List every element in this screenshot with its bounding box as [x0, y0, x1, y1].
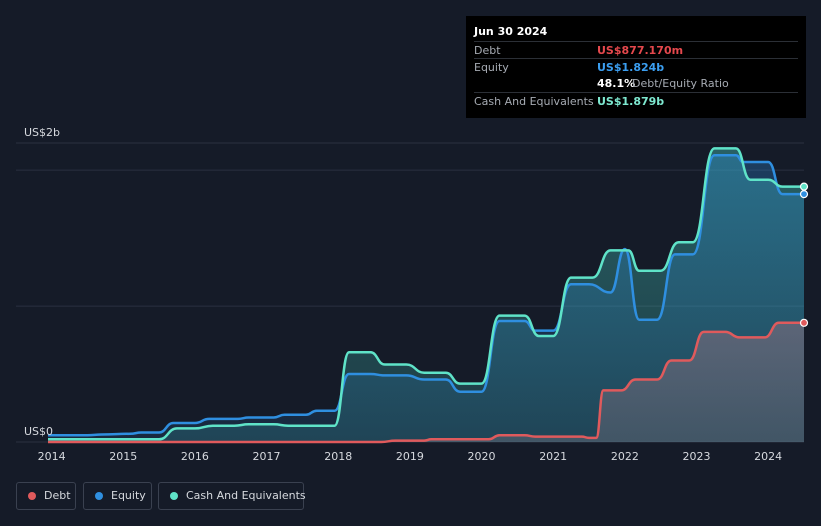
legend-equity-dot-icon: [95, 492, 103, 500]
tooltip-date: Jun 30 2024: [474, 25, 548, 38]
legend-debt-label: Debt: [44, 489, 71, 502]
area-equity: [48, 155, 804, 442]
legend-equity-label: Equity: [111, 489, 146, 502]
series-lines: [47, 147, 804, 444]
legend-item-cash[interactable]: Cash And Equivalents: [158, 482, 306, 510]
area-debt: [48, 322, 804, 442]
tooltip-debt-label: Debt: [474, 44, 501, 57]
x-tick-label: 2020: [467, 450, 496, 463]
tooltip-cash-label: Cash And Equivalents: [474, 95, 594, 108]
tooltip-debt-value: US$877.170m: [597, 44, 684, 57]
legend-item-equity[interactable]: Equity: [83, 482, 152, 510]
x-tick-label: 2023: [682, 450, 711, 463]
legend-item-debt[interactable]: Debt: [16, 482, 76, 510]
end-point-equity: [799, 190, 809, 199]
tooltip-row-equity: Equity US$1.824b: [474, 58, 798, 75]
end-point-debt: [799, 318, 809, 327]
end-point-cash-and-equivalents: [799, 182, 809, 191]
tooltip-equity-label: Equity: [474, 61, 509, 74]
tooltip-equity-value: US$1.824b: [597, 61, 665, 74]
tooltip-ratio-value: 48.1%: [597, 77, 636, 90]
x-tick-label: 2018: [324, 450, 353, 463]
x-tick-label: 2016: [180, 450, 209, 463]
x-tick-label: 2024: [754, 450, 783, 463]
x-tick-label: 2015: [109, 450, 138, 463]
line-cash-and-equivalents: [48, 147, 804, 441]
legend-cash-dot-icon: [170, 492, 178, 500]
tooltip-row-cash: Cash And Equivalents US$1.879b: [474, 92, 798, 109]
data-tooltip: Jun 30 2024 Debt US$877.170m Equity US$1…: [466, 16, 806, 118]
tooltip-row-debt: Debt US$877.170m: [474, 41, 798, 58]
x-tick-label: 2022: [610, 450, 639, 463]
line-debt: [48, 321, 804, 444]
series-areas: [48, 148, 804, 442]
y-axis-label-max: US$2b: [24, 126, 61, 139]
line-equity: [47, 153, 804, 437]
tooltip-row-ratio: 48.1% Debt/Equity Ratio: [474, 75, 798, 91]
tooltip-ratio-sub: Debt/Equity Ratio: [632, 77, 729, 90]
legend-debt-dot-icon: [28, 492, 36, 500]
tooltip-cash-value: US$1.879b: [597, 95, 665, 108]
x-tick-label: 2021: [539, 450, 568, 463]
x-tick-label: 2019: [395, 450, 424, 463]
legend-cash-label: Cash And Equivalents: [186, 489, 306, 502]
y-axis-label-zero: US$0: [24, 425, 54, 438]
x-tick-label: 2014: [37, 450, 66, 463]
x-tick-label: 2017: [252, 450, 281, 463]
series-end-markers: [799, 182, 809, 327]
